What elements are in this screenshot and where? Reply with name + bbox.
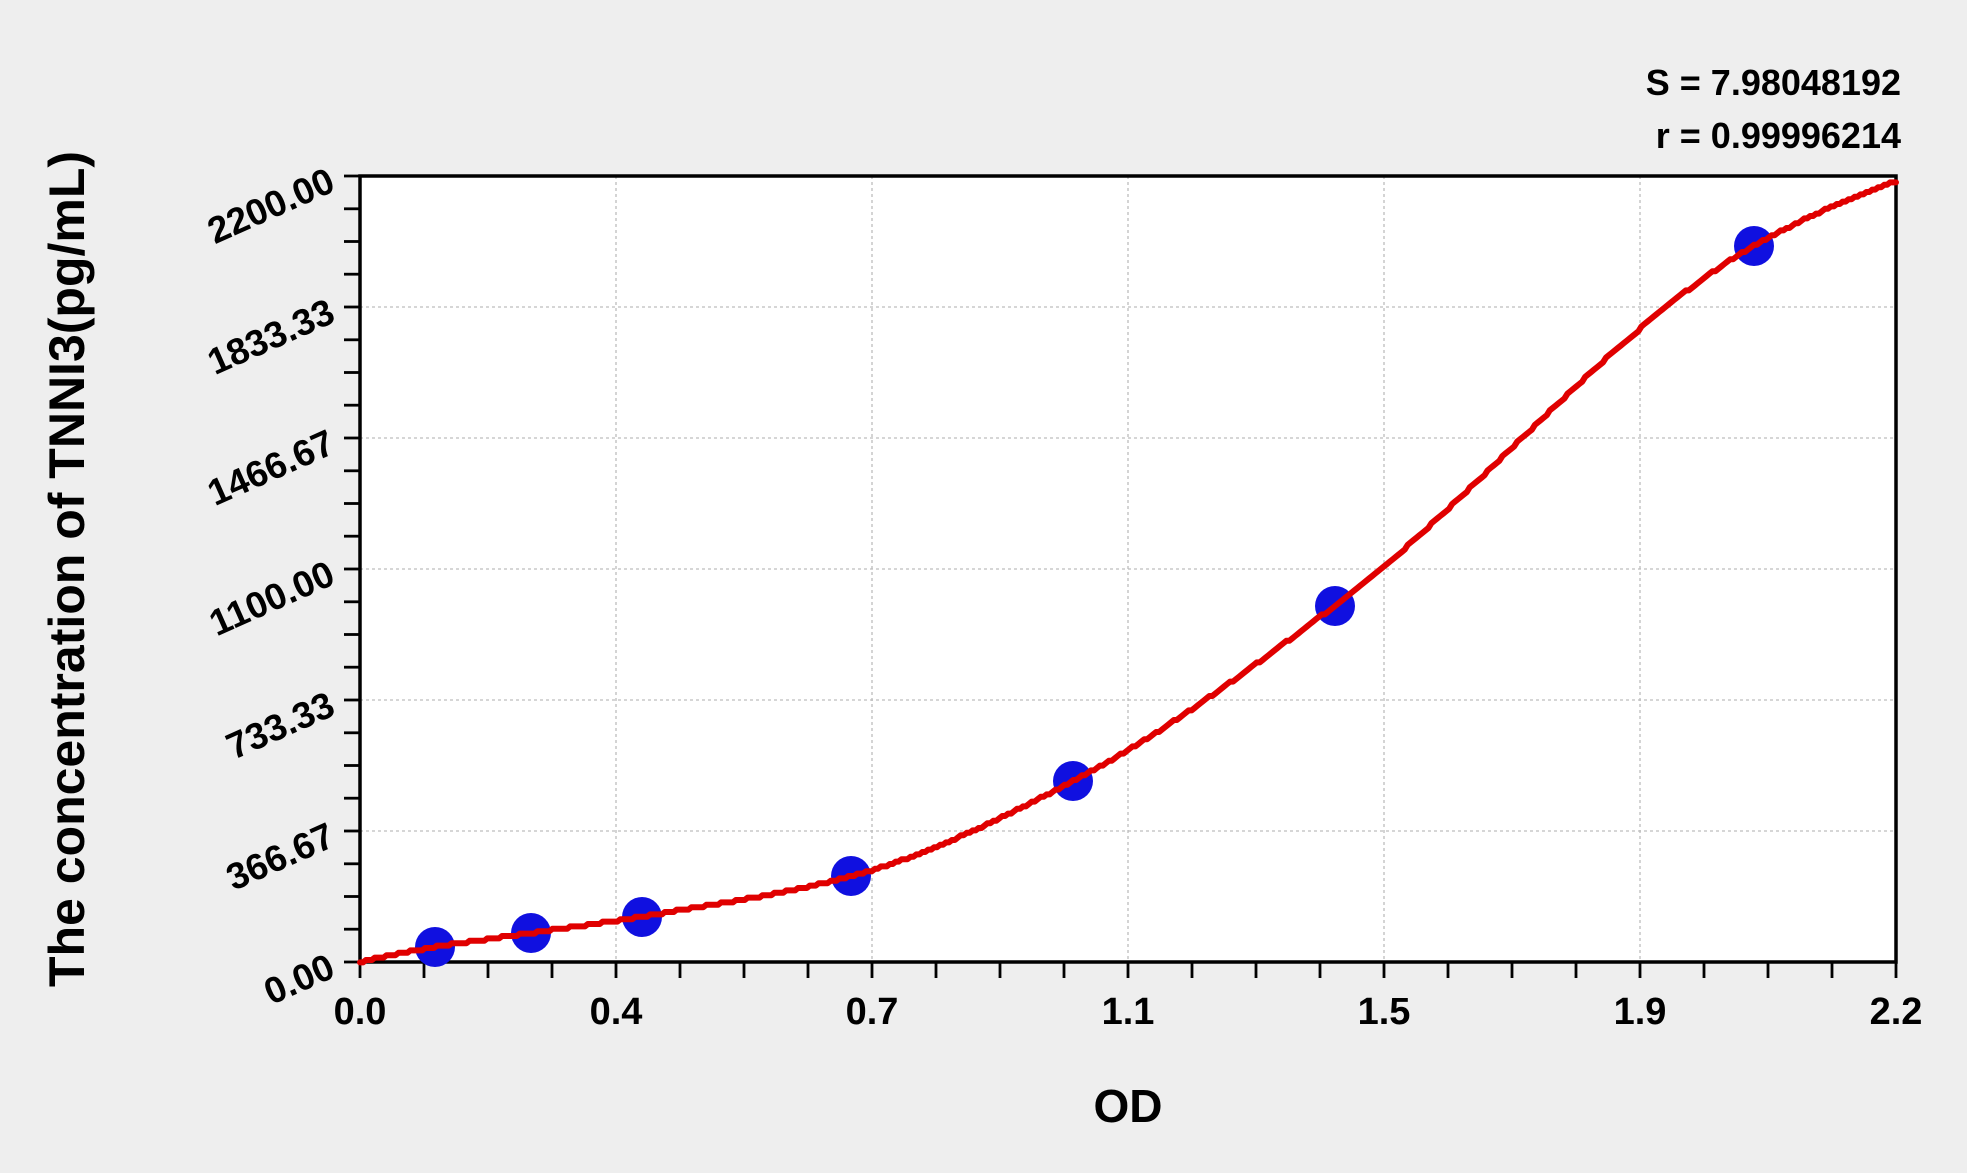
svg-text:366.67: 366.67 — [220, 815, 340, 898]
svg-text:0.4: 0.4 — [590, 991, 643, 1033]
svg-text:OD: OD — [1094, 1080, 1163, 1132]
svg-text:2.2: 2.2 — [1870, 991, 1923, 1033]
svg-text:The concentration of TNNI3(pg/: The concentration of TNNI3(pg/mL) — [39, 151, 95, 987]
svg-text:2200.00: 2200.00 — [201, 160, 340, 252]
svg-text:1833.33: 1833.33 — [201, 291, 340, 383]
svg-text:733.33: 733.33 — [220, 684, 340, 767]
svg-text:1.5: 1.5 — [1358, 991, 1411, 1033]
svg-text:0.7: 0.7 — [846, 991, 899, 1033]
svg-text:0.00: 0.00 — [258, 946, 340, 1013]
svg-text:1466.67: 1466.67 — [201, 422, 340, 514]
svg-text:0.0: 0.0 — [334, 991, 387, 1033]
svg-text:r = 0.99996214: r = 0.99996214 — [1656, 115, 1901, 156]
svg-text:1.9: 1.9 — [1614, 991, 1667, 1033]
svg-text:1.1: 1.1 — [1102, 991, 1155, 1033]
svg-text:S = 7.98048192: S = 7.98048192 — [1646, 62, 1901, 103]
svg-text:1100.00: 1100.00 — [203, 553, 340, 644]
